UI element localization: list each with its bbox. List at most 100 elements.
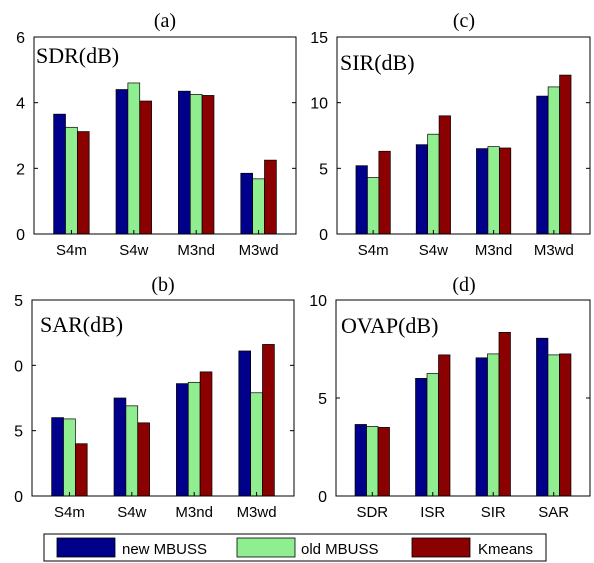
x-tick-label: ISR [420, 504, 445, 521]
bar-isr-old-mbuss [426, 373, 439, 497]
y-tick-label: 0 [318, 489, 327, 506]
panel-label: (a) [154, 10, 176, 32]
bar-s4w-new-mbuss [115, 89, 129, 235]
bar-s4w-kmeans [438, 115, 451, 235]
x-axis-ticks: S4m S4w M3nd M3wd [358, 230, 574, 259]
y-tick-label: 0 [14, 489, 23, 506]
x-tick-label: S4m [358, 242, 389, 259]
plot-frame [33, 36, 297, 235]
bar-m3nd-old-mbuss [189, 94, 203, 235]
bar-s4w-old-mbuss [127, 82, 141, 235]
bar-s4m-new-mbuss [53, 113, 66, 235]
bar-s4m-kmeans [76, 131, 90, 235]
bar-m3wd-kmeans [264, 159, 277, 235]
x-axis-ticks: SDR ISR SIR SAR [356, 492, 569, 521]
x-axis-ticks: S4m S4w M3nd M3wd [56, 230, 279, 259]
x-tick-label: M3nd [177, 242, 215, 259]
bar-m3nd-old-mbuss [487, 146, 500, 235]
bar-sdr-old-mbuss [366, 426, 379, 497]
bar-m3nd-new-mbuss [176, 383, 189, 497]
panel-d: (d) OVAP(dB) 0 5 10 SDR ISR SIR SAR [309, 274, 591, 521]
bar-m3wd-old-mbuss [250, 392, 263, 497]
bar-m3wd-new-mbuss [238, 350, 251, 497]
x-tick-label: M3nd [175, 504, 213, 521]
bar-s4m-kmeans [378, 150, 391, 235]
legend-label-new-mbuss: new MBUSS [122, 541, 207, 558]
x-tick-label: S4w [117, 504, 146, 521]
x-tick-label: S4w [119, 242, 148, 259]
plot-frame [335, 299, 591, 497]
plot-marks [51, 344, 275, 497]
y-tick-label: 10 [309, 293, 327, 310]
chart-title: OVAP(dB) [341, 313, 438, 338]
x-tick-label: M3nd [475, 242, 513, 259]
bar-s4m-old-mbuss [63, 418, 76, 497]
bar-s4w-new-mbuss [113, 397, 127, 497]
bar-m3wd-new-mbuss [536, 95, 549, 235]
bar-m3wd-new-mbuss [240, 172, 253, 235]
y-tick-label: 5 [318, 391, 327, 408]
x-tick-label: M3wd [239, 242, 279, 259]
bar-sir-kmeans [498, 331, 511, 497]
x-tick-label: S4m [56, 242, 87, 259]
y-tick-label: 5 [14, 424, 23, 441]
x-tick-label: M3wd [237, 504, 277, 521]
legend-swatch-kmeans [411, 537, 471, 558]
y-tick-label: 4 [16, 96, 25, 113]
panel-label: (b) [151, 274, 174, 296]
bar-isr-kmeans [438, 354, 451, 497]
bar-m3nd-kmeans [201, 95, 215, 235]
bar-m3nd-kmeans [199, 371, 213, 497]
bar-isr-new-mbuss [415, 378, 428, 497]
y-tick-label: 15 [310, 30, 328, 47]
bar-m3wd-old-mbuss [252, 178, 265, 235]
x-axis-ticks: S4m S4w M3nd M3wd [54, 492, 277, 521]
bar-sdr-new-mbuss [354, 424, 367, 497]
legend-swatch-new-mbuss [56, 537, 116, 558]
panel-label: (c) [453, 10, 475, 32]
bar-s4m-kmeans [74, 443, 88, 497]
bar-sar-old-mbuss [547, 354, 560, 497]
x-tick-label: SAR [538, 504, 569, 521]
legend: new MBUSS old MBUSS Kmeans [43, 533, 547, 562]
bar-m3nd-kmeans [498, 147, 512, 235]
chart-title: SDR(dB) [36, 43, 119, 68]
y-tick-label: 2 [16, 161, 25, 178]
bar-s4w-kmeans [137, 422, 150, 497]
bar-sir-old-mbuss [487, 353, 500, 497]
x-tick-label: M3wd [534, 242, 574, 259]
plot-frame [31, 299, 295, 497]
bar-s4m-new-mbuss [51, 417, 64, 497]
bar-s4m-old-mbuss [65, 126, 78, 235]
bar-s4m-old-mbuss [367, 177, 380, 235]
bar-m3nd-new-mbuss [178, 90, 191, 235]
bar-sdr-kmeans [377, 427, 390, 497]
chart-title: SAR(dB) [40, 312, 123, 337]
y-tick-label: 10 [310, 96, 328, 113]
x-tick-label: S4m [54, 504, 85, 521]
legend-label-kmeans: Kmeans [478, 541, 533, 558]
bar-m3nd-new-mbuss [476, 148, 489, 235]
panel-b: (b) SAR(dB) 0 5 0 5 S4m S4w M3nd M3wd [14, 274, 295, 521]
y-tick-label: 5 [319, 161, 328, 178]
y-tick-label: 0 [16, 227, 25, 244]
bar-s4w-kmeans [139, 100, 152, 235]
plot-frame [336, 36, 591, 235]
y-tick-label: 0 [14, 358, 23, 375]
bar-s4w-old-mbuss [125, 405, 139, 497]
bar-m3nd-old-mbuss [187, 381, 201, 497]
panel-label: (d) [452, 274, 475, 296]
legend-label-old-mbuss: old MBUSS [301, 541, 379, 558]
bar-sar-kmeans [559, 353, 572, 497]
bar-sar-new-mbuss [536, 337, 549, 497]
legend-swatch-old-mbuss [236, 537, 296, 558]
bar-m3wd-kmeans [559, 74, 572, 235]
x-tick-label: SIR [481, 504, 506, 521]
y-tick-label: 6 [16, 30, 25, 47]
panel-c: (c) SIR(dB) 0 5 10 15 S4m S4w M3nd M3wd [310, 10, 591, 259]
x-tick-label: S4w [419, 242, 448, 259]
bar-s4m-new-mbuss [355, 165, 368, 235]
bar-s4w-new-mbuss [415, 144, 429, 235]
y-tick-label: 0 [319, 227, 328, 244]
